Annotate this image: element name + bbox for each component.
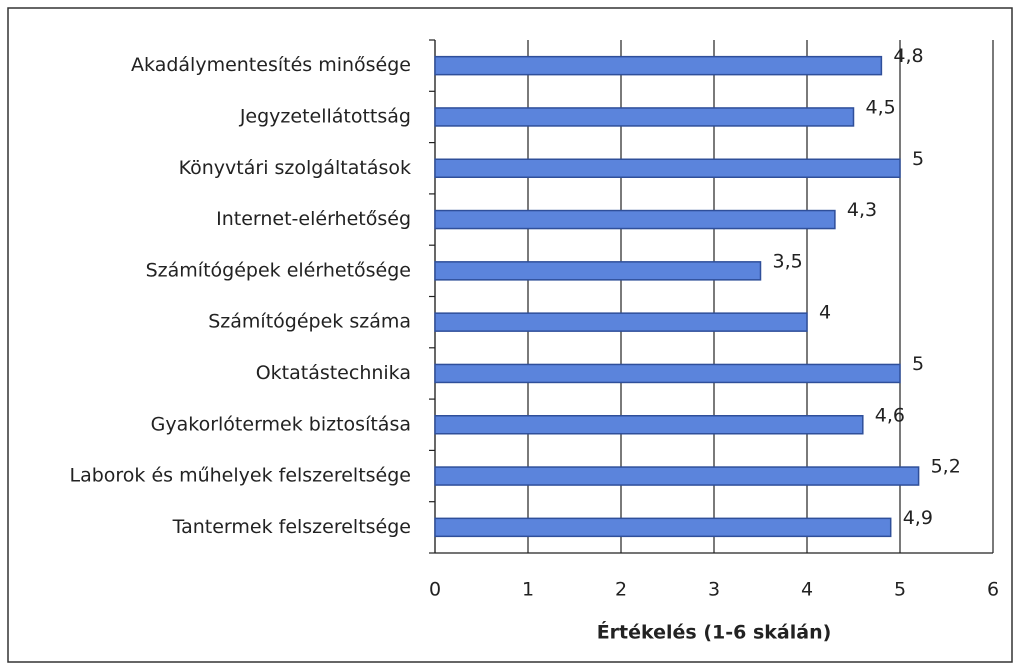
y-tick-label: Tantermek felszereltsége (172, 516, 411, 538)
data-label: 4,6 (875, 404, 905, 426)
data-label: 4,8 (893, 45, 923, 67)
data-label: 4,5 (866, 96, 896, 118)
y-tick-label: Laborok és műhelyek felszereltsége (69, 465, 411, 487)
bar (434, 158, 901, 178)
data-label: 3,5 (773, 250, 803, 272)
bar (434, 363, 901, 384)
data-label: 5 (912, 353, 924, 375)
bar (434, 312, 808, 332)
bar (434, 466, 920, 486)
y-tick-label: Oktatástechnika (256, 362, 411, 384)
x-tick-label: 4 (801, 579, 813, 601)
y-tick-label: Könyvtári szolgáltatások (179, 157, 411, 179)
x-tick-label: 3 (708, 579, 720, 601)
y-tick-label: Jegyzetellátottság (239, 105, 411, 127)
data-label: 5,2 (931, 456, 961, 478)
y-tick-label: Gyakorlótermek biztosítása (151, 413, 411, 435)
bar (434, 55, 883, 76)
x-axis-label: Értékelés (1-6 skálán) (597, 621, 832, 644)
data-label: 4 (819, 302, 831, 324)
data-label: 4,9 (903, 507, 933, 529)
bar (434, 107, 855, 127)
bar (434, 517, 892, 538)
y-tick-label: Akadálymentesítés minősége (131, 54, 411, 76)
x-tick-label: 1 (522, 579, 534, 601)
frame (7, 7, 1013, 663)
x-tick-label: 5 (894, 579, 906, 601)
y-tick-label: Internet-elérhetőség (216, 208, 411, 230)
data-label: 5 (912, 148, 924, 170)
bar (434, 261, 762, 281)
x-tick-label: 2 (615, 579, 627, 601)
bar (434, 209, 836, 230)
x-tick-label: 0 (429, 579, 441, 601)
data-label: 4,3 (847, 199, 877, 221)
bar (434, 415, 864, 435)
y-tick-label: Számítógépek száma (208, 311, 411, 333)
y-tick-label: Számítógépek elérhetősége (146, 259, 411, 281)
x-tick-label: 6 (987, 579, 999, 601)
